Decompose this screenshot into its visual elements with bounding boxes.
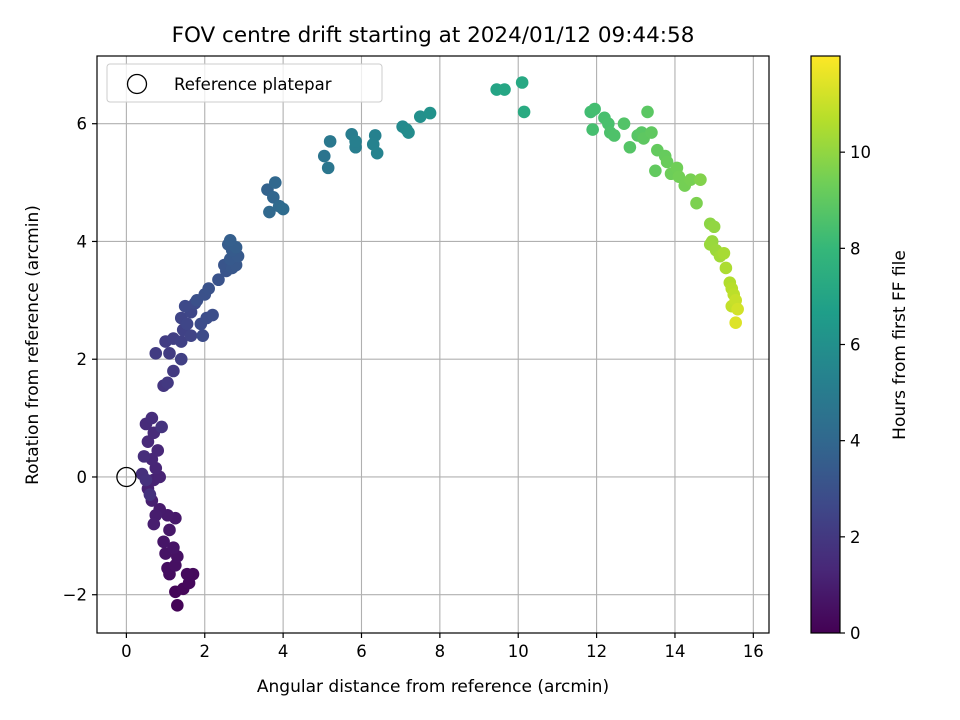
data-point: [413, 110, 427, 123]
chart-title: FOV centre drift starting at 2024/01/12 …: [172, 23, 695, 48]
colorbar-tick-label: 6: [850, 336, 861, 355]
data-point: [423, 106, 437, 120]
data-point: [196, 329, 210, 342]
data-point: [349, 135, 362, 148]
data-points: [135, 76, 744, 612]
data-point: [171, 599, 184, 612]
data-point: [151, 444, 165, 457]
data-point: [145, 411, 159, 425]
data-point: [317, 149, 331, 163]
data-point: [588, 102, 601, 116]
data-point: [267, 191, 280, 204]
plot-frame: [96, 55, 770, 634]
data-point: [180, 317, 194, 331]
y-tick-label: 6: [77, 115, 88, 134]
data-point: [498, 83, 511, 96]
data-point: [731, 302, 744, 316]
legend: Reference platepar: [106, 63, 383, 103]
x-tick-label: 6: [356, 642, 367, 661]
colorbar-tick-label: 2: [850, 528, 861, 547]
colorbar-tick-label: 0: [850, 624, 861, 643]
data-point: [645, 126, 658, 139]
data-point: [323, 135, 337, 148]
data-point: [157, 535, 170, 549]
data-point: [649, 164, 662, 178]
x-tick-label: 10: [508, 642, 529, 661]
x-tick-label: 2: [200, 642, 211, 661]
data-point: [223, 233, 237, 247]
data-point: [719, 261, 733, 275]
data-point: [206, 308, 219, 322]
data-point: [184, 329, 198, 342]
data-point: [163, 523, 176, 537]
data-point: [623, 140, 637, 154]
data-point: [694, 173, 707, 186]
data-point: [707, 220, 721, 234]
data-point: [515, 76, 529, 89]
colorbar: 0 2 4 6 8 10 Hours from first FF file: [810, 55, 910, 643]
colorbar-label: Hours from first FF file: [890, 250, 910, 440]
data-point: [672, 170, 686, 183]
data-point: [178, 299, 192, 313]
x-axis-ticks: 0 2 4 6 8 10 12 14 16: [121, 633, 764, 661]
data-point: [641, 105, 654, 119]
legend-reference-marker: [126, 73, 148, 95]
data-point: [163, 347, 176, 360]
data-point: [660, 155, 674, 169]
colorbar-gradient: [810, 55, 841, 634]
data-point: [143, 488, 157, 501]
y-axis-label: Rotation from reference (arcmin): [23, 205, 43, 485]
data-point: [174, 352, 188, 366]
data-point: [684, 173, 697, 186]
data-point: [147, 517, 161, 531]
colorbar-ticks: 0 2 4 6 8 10: [840, 143, 871, 643]
y-tick-label: 0: [77, 468, 88, 487]
data-point: [161, 376, 174, 390]
data-point: [141, 435, 155, 448]
x-tick-label: 16: [743, 642, 764, 661]
x-tick-label: 4: [278, 642, 289, 661]
colorbar-tick-label: 8: [850, 239, 861, 258]
data-point: [607, 129, 621, 142]
data-point: [729, 316, 742, 330]
data-point: [717, 246, 731, 260]
grid: [97, 56, 769, 633]
data-point: [167, 364, 180, 378]
data-point: [167, 541, 180, 554]
data-point: [174, 335, 188, 348]
data-point: [212, 273, 225, 287]
y-tick-label: −2: [63, 586, 87, 605]
data-point: [517, 105, 531, 119]
data-point: [402, 126, 415, 139]
x-axis-label: Angular distance from reference (arcmin): [257, 677, 609, 697]
data-point: [137, 450, 151, 463]
data-point: [370, 146, 384, 160]
data-point: [690, 196, 703, 210]
x-tick-label: 0: [121, 642, 132, 661]
x-tick-label: 8: [435, 642, 446, 661]
data-point: [617, 117, 631, 131]
legend-reference-label: Reference platepar: [174, 75, 332, 94]
data-point: [321, 161, 335, 175]
colorbar-tick-label: 10: [850, 143, 871, 162]
data-point: [149, 347, 163, 360]
legend-box: [106, 63, 383, 103]
y-tick-label: 2: [77, 350, 88, 369]
data-point: [263, 205, 276, 219]
data-point: [268, 176, 282, 189]
x-tick-label: 12: [586, 642, 607, 661]
data-point: [202, 282, 215, 295]
data-point: [139, 473, 153, 487]
reference-platepar-marker: [116, 466, 137, 488]
data-point: [180, 567, 194, 581]
y-tick-label: 4: [77, 232, 88, 251]
data-point: [586, 123, 599, 136]
colorbar-tick-label: 4: [850, 432, 861, 451]
y-axis-ticks: −2 0 2 4 6: [63, 115, 97, 605]
data-point: [155, 420, 168, 434]
data-point: [276, 202, 290, 216]
x-tick-label: 14: [664, 642, 685, 661]
